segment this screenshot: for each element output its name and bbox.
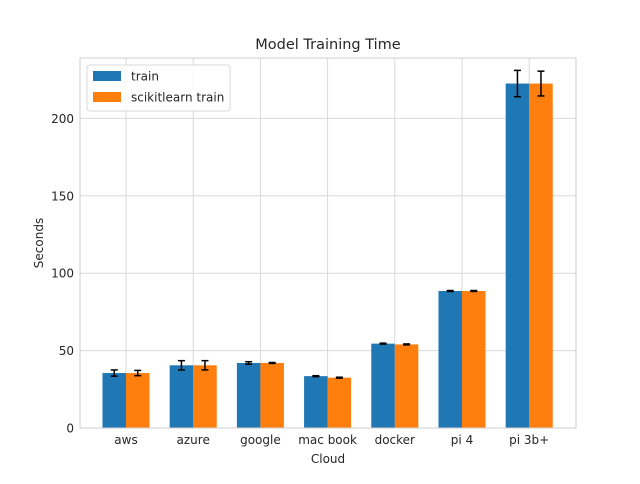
chart-title: Model Training Time bbox=[255, 37, 401, 53]
y-tick-label-150: 150 bbox=[51, 189, 74, 203]
legend-swatch-scikitlearn-train bbox=[93, 92, 121, 102]
y-tick-label-0: 0 bbox=[66, 422, 74, 436]
legend: train scikitlearn train bbox=[86, 64, 231, 112]
y-tick-label-50: 50 bbox=[59, 344, 74, 358]
x-tick-label-docker: docker bbox=[375, 433, 415, 447]
legend-label-scikitlearn-train: scikitlearn train bbox=[131, 91, 224, 105]
bar-train-azure bbox=[169, 365, 194, 428]
bar-scikitlearn-train-azure bbox=[193, 365, 217, 428]
x-tick-label-azure: azure bbox=[177, 433, 210, 447]
x-tick-label-pi-4: pi 4 bbox=[451, 433, 473, 447]
bar-scikitlearn-train-pi-3b bbox=[529, 83, 553, 428]
x-tick-label-pi-3b: pi 3b+ bbox=[509, 433, 549, 447]
bar-scikitlearn-train-aws bbox=[126, 373, 150, 428]
bar-train-pi-3b bbox=[505, 83, 530, 428]
y-tick-label-100: 100 bbox=[51, 267, 74, 281]
y-tick-label-200: 200 bbox=[51, 112, 74, 126]
bar-scikitlearn-train-mac-book bbox=[327, 377, 352, 428]
legend-label-train: train bbox=[131, 70, 159, 84]
y-axis-label: Seconds bbox=[32, 218, 46, 268]
bar-train-docker bbox=[371, 343, 395, 428]
bar-train-google bbox=[236, 362, 261, 428]
bar-scikitlearn-train-docker bbox=[394, 344, 419, 428]
bars bbox=[102, 83, 553, 428]
x-tick-label-aws: aws bbox=[114, 433, 137, 447]
error-bars bbox=[110, 69, 545, 379]
bar-train-aws bbox=[102, 373, 126, 428]
legend-frame bbox=[86, 64, 231, 112]
x-axis-label: Cloud bbox=[311, 452, 345, 466]
plot-frame bbox=[79, 57, 577, 429]
bar-scikitlearn-train-google bbox=[260, 362, 284, 428]
x-tick-label-google: google bbox=[240, 433, 281, 447]
legend-swatch-train bbox=[93, 71, 121, 81]
tick-labels: 0 50 100 150 200 aws azure google mac book docker… bbox=[51, 112, 549, 447]
bar-scikitlearn-train-pi-4 bbox=[462, 290, 486, 428]
x-tick-label-mac-book: mac book bbox=[298, 433, 357, 447]
bar-train-pi-4 bbox=[438, 290, 462, 428]
bar-train-mac-book bbox=[304, 376, 328, 428]
